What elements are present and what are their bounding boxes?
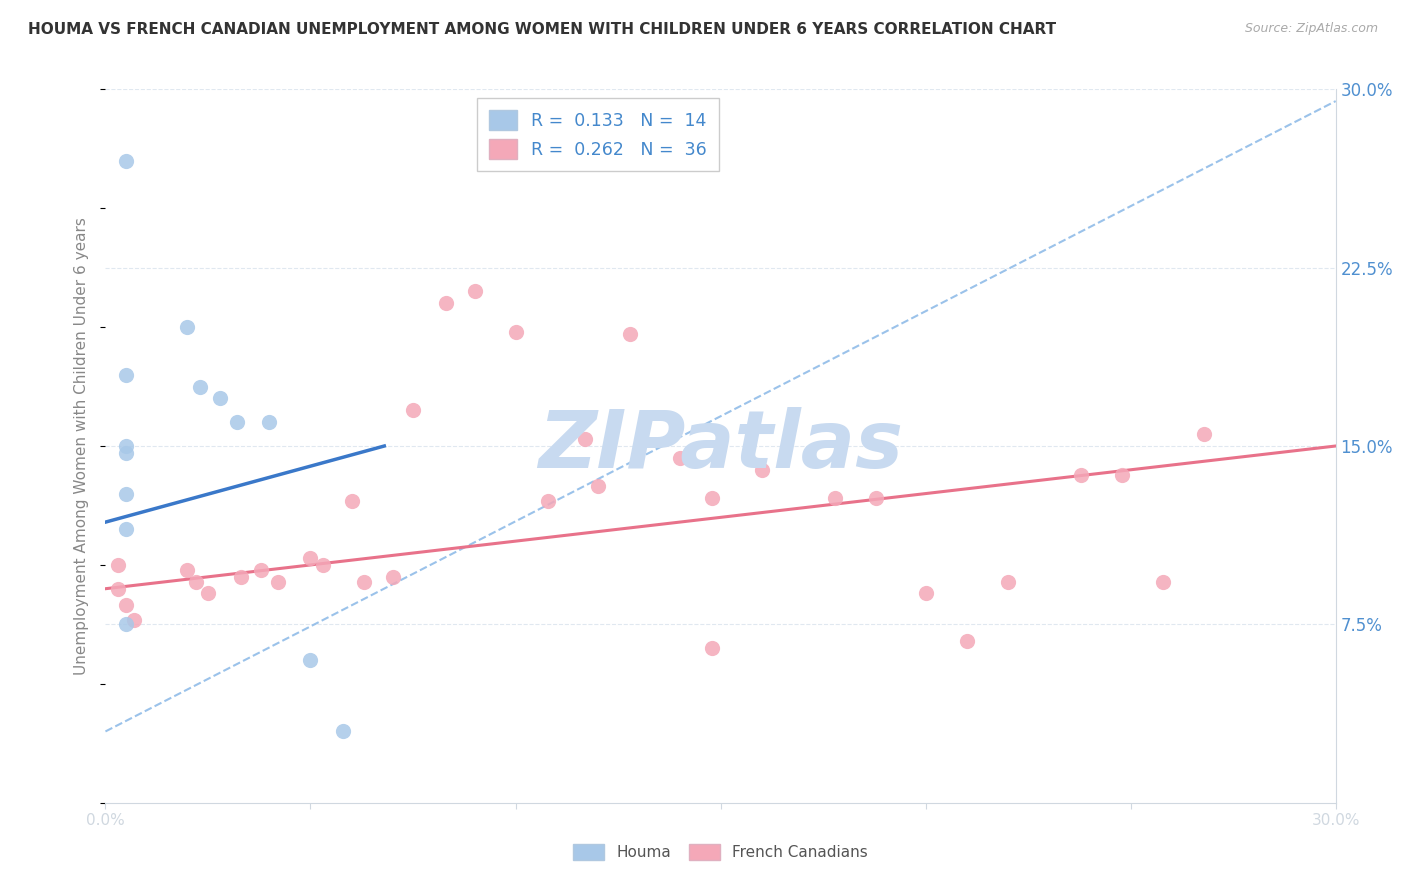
- Text: ZIPatlas: ZIPatlas: [538, 407, 903, 485]
- Point: [332, 724, 354, 739]
- Point: [914, 586, 936, 600]
- Point: [505, 325, 527, 339]
- Point: [176, 563, 198, 577]
- Point: [225, 415, 247, 429]
- Point: [107, 558, 129, 572]
- Point: [824, 491, 846, 506]
- Point: [115, 153, 138, 168]
- Point: [250, 563, 273, 577]
- Point: [176, 320, 198, 334]
- Point: [997, 574, 1019, 589]
- Point: [353, 574, 375, 589]
- Point: [229, 570, 252, 584]
- Point: [340, 493, 363, 508]
- Legend: Houma, French Canadians: Houma, French Canadians: [567, 838, 875, 866]
- Point: [402, 403, 425, 417]
- Point: [956, 634, 979, 648]
- Point: [312, 558, 335, 572]
- Point: [122, 613, 145, 627]
- Point: [115, 439, 138, 453]
- Point: [209, 392, 232, 406]
- Point: [751, 463, 773, 477]
- Point: [1153, 574, 1175, 589]
- Point: [115, 599, 138, 613]
- Point: [1111, 467, 1133, 482]
- Point: [115, 486, 138, 500]
- Point: [668, 450, 690, 465]
- Point: [115, 368, 138, 382]
- Point: [434, 296, 457, 310]
- Point: [197, 586, 219, 600]
- Point: [107, 582, 129, 596]
- Point: [188, 379, 211, 393]
- Point: [464, 285, 486, 299]
- Point: [115, 522, 138, 536]
- Point: [865, 491, 887, 506]
- Point: [1070, 467, 1092, 482]
- Point: [299, 550, 322, 565]
- Point: [574, 432, 596, 446]
- Point: [619, 327, 641, 342]
- Point: [259, 415, 281, 429]
- Point: [702, 491, 724, 506]
- Point: [184, 574, 207, 589]
- Point: [537, 493, 560, 508]
- Point: [381, 570, 404, 584]
- Point: [267, 574, 290, 589]
- Point: [586, 479, 609, 493]
- Text: Source: ZipAtlas.com: Source: ZipAtlas.com: [1244, 22, 1378, 36]
- Point: [115, 446, 138, 460]
- Y-axis label: Unemployment Among Women with Children Under 6 years: Unemployment Among Women with Children U…: [75, 217, 90, 675]
- Point: [702, 641, 724, 656]
- Text: HOUMA VS FRENCH CANADIAN UNEMPLOYMENT AMONG WOMEN WITH CHILDREN UNDER 6 YEARS CO: HOUMA VS FRENCH CANADIAN UNEMPLOYMENT AM…: [28, 22, 1056, 37]
- Point: [1194, 427, 1216, 442]
- Point: [299, 653, 322, 667]
- Point: [115, 617, 138, 632]
